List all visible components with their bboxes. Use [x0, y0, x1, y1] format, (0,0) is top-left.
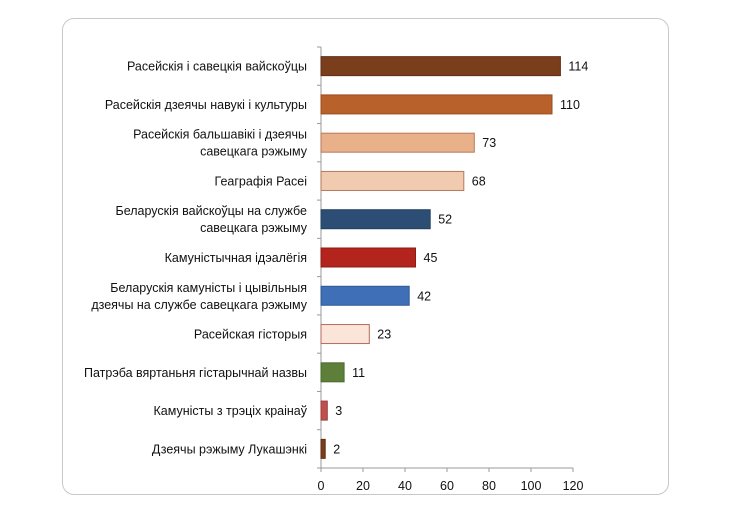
category-label: савецкага рэжыму	[200, 221, 308, 235]
bar	[320, 132, 475, 153]
bar	[320, 400, 328, 421]
bar	[320, 94, 553, 115]
category-label: Расейскія дзеячы навукі і культуры	[105, 98, 307, 112]
bar	[320, 170, 465, 191]
category-label: савецкага рэжыму	[200, 145, 308, 159]
category-label: Расейскія і савецкія вайскоўцы	[127, 60, 307, 74]
x-tick-label: 40	[398, 479, 412, 493]
data-label: 45	[424, 251, 438, 265]
x-tick-label: 100	[521, 479, 542, 493]
category-label: Расейскія бальшавікі і дзеячы	[133, 128, 307, 142]
category-label: Беларускія камуністы і цывільныя	[110, 281, 307, 295]
bar	[320, 247, 416, 268]
x-tick-label: 120	[563, 479, 584, 493]
category-label: дзеячы на службе савецкага рэжыму	[91, 298, 307, 312]
data-label: 2	[333, 442, 340, 456]
data-label: 52	[438, 213, 452, 227]
category-label: Беларускія вайскоўцы на службе	[116, 204, 308, 218]
x-tick-label: 20	[356, 479, 370, 493]
chart-frame	[62, 18, 669, 495]
category-label: Патрэба вяртаньня гістарычнай назвы	[84, 366, 307, 380]
category-label: Камуністы з трэціх краінаў	[153, 404, 307, 418]
data-label: 3	[335, 404, 342, 418]
data-label: 114	[568, 60, 588, 74]
data-label: 42	[417, 289, 431, 303]
bar	[320, 438, 326, 459]
category-label: Камуністычная ідэалёгія	[165, 251, 307, 265]
x-tick-label: 80	[482, 479, 496, 493]
category-label: Расейская гісторыя	[194, 328, 307, 342]
category-label: Дзеячы рэжыму Лукашэнкі	[152, 442, 307, 456]
data-label: 73	[482, 136, 496, 150]
x-tick-label: 60	[440, 479, 454, 493]
data-label: 23	[377, 328, 391, 342]
category-label: Геаграфія Расеі	[215, 174, 307, 188]
data-label: 68	[472, 174, 486, 188]
bar	[320, 209, 431, 230]
bar	[320, 285, 410, 306]
bar	[320, 362, 345, 383]
x-tick-label: 0	[318, 479, 325, 493]
bar	[320, 324, 370, 345]
bar	[320, 56, 561, 77]
data-label: 110	[560, 98, 580, 112]
data-label: 11	[352, 366, 365, 380]
